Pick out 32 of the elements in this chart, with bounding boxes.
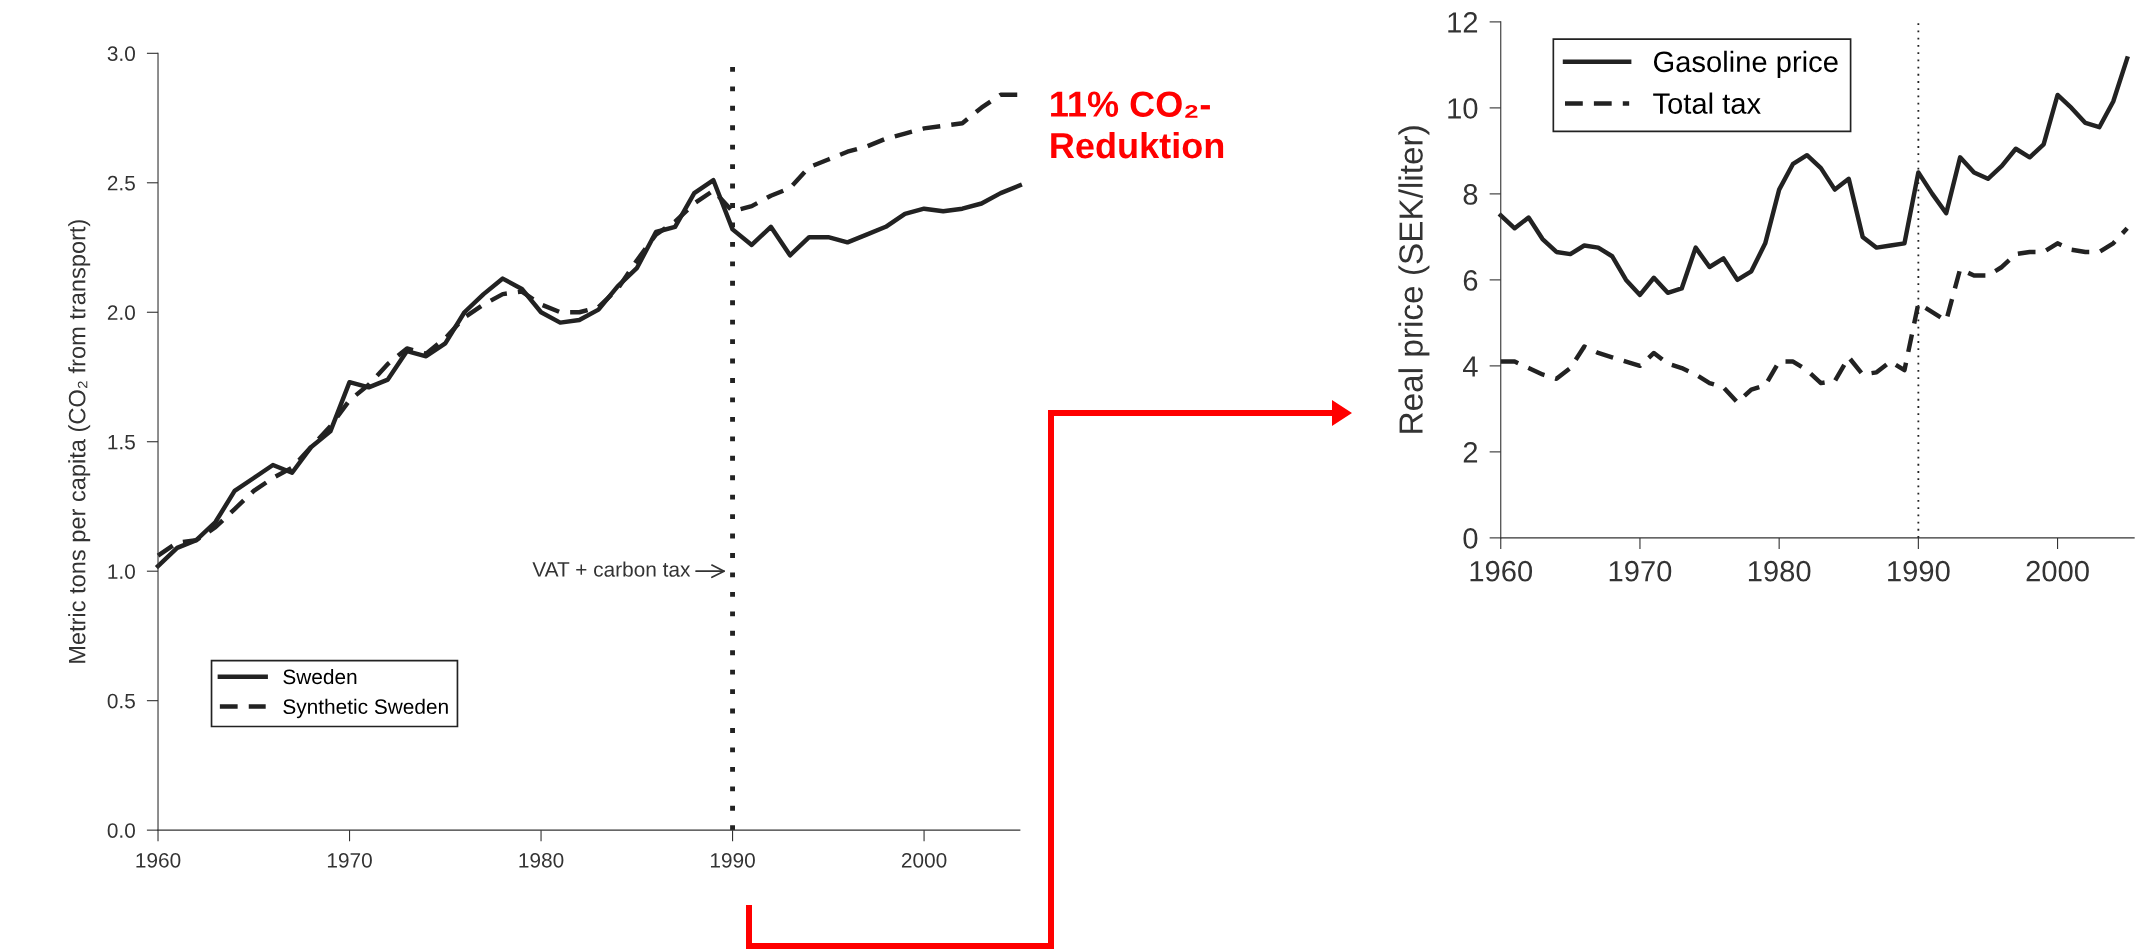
legend-label: Sweden <box>283 668 357 685</box>
legend-label: Total tax <box>1653 92 1761 114</box>
x-tick-label: 1970 <box>1609 560 1672 582</box>
x-tick-label: 1990 <box>710 852 755 868</box>
y-tick-label: 3.0 <box>107 46 135 62</box>
y-tick-label: 8 <box>1463 184 1478 205</box>
x-tick-label: 1980 <box>519 852 564 868</box>
ref-line-label: VAT + carbon tax <box>532 561 691 577</box>
y-tick-label: 12 <box>1448 12 1478 33</box>
x-tick-label: 1970 <box>327 852 372 868</box>
y-axis-title: Metric tons per capita (CO₂ from transport) <box>68 220 91 663</box>
legend-label: Synthetic Sweden <box>283 698 448 719</box>
x-tick-label: 1960 <box>136 852 181 868</box>
x-tick-label: 2000 <box>2026 560 2089 582</box>
y-tick-label: 4 <box>1462 356 1478 377</box>
y-tick-label: 0 <box>1463 528 1478 549</box>
text: 11% CO₂- Reduktion <box>1051 91 1224 159</box>
y-tick-label: 0.0 <box>107 823 135 838</box>
legend-label: Gasoline price <box>1653 50 1838 78</box>
y-tick-label: 6 <box>1463 270 1478 291</box>
x-tick-label: 1980 <box>1748 560 1811 582</box>
x-tick-label: 2000 <box>901 852 947 868</box>
y-tick-label: 0.5 <box>107 693 135 709</box>
y-tick-label: 10 <box>1448 98 1478 119</box>
x-tick-label: 1990 <box>1888 560 1950 582</box>
y-tick-label: 2.5 <box>107 175 135 191</box>
x-tick-label: 1960 <box>1470 560 1533 582</box>
y-tick-label: 2.0 <box>107 305 135 321</box>
y-tick-label: 1.0 <box>108 564 135 579</box>
y-axis-title: Real price (SEK/liter) <box>1398 126 1430 433</box>
y-tick-label: 2 <box>1463 442 1478 463</box>
y-tick-label: 1.5 <box>108 434 135 450</box>
